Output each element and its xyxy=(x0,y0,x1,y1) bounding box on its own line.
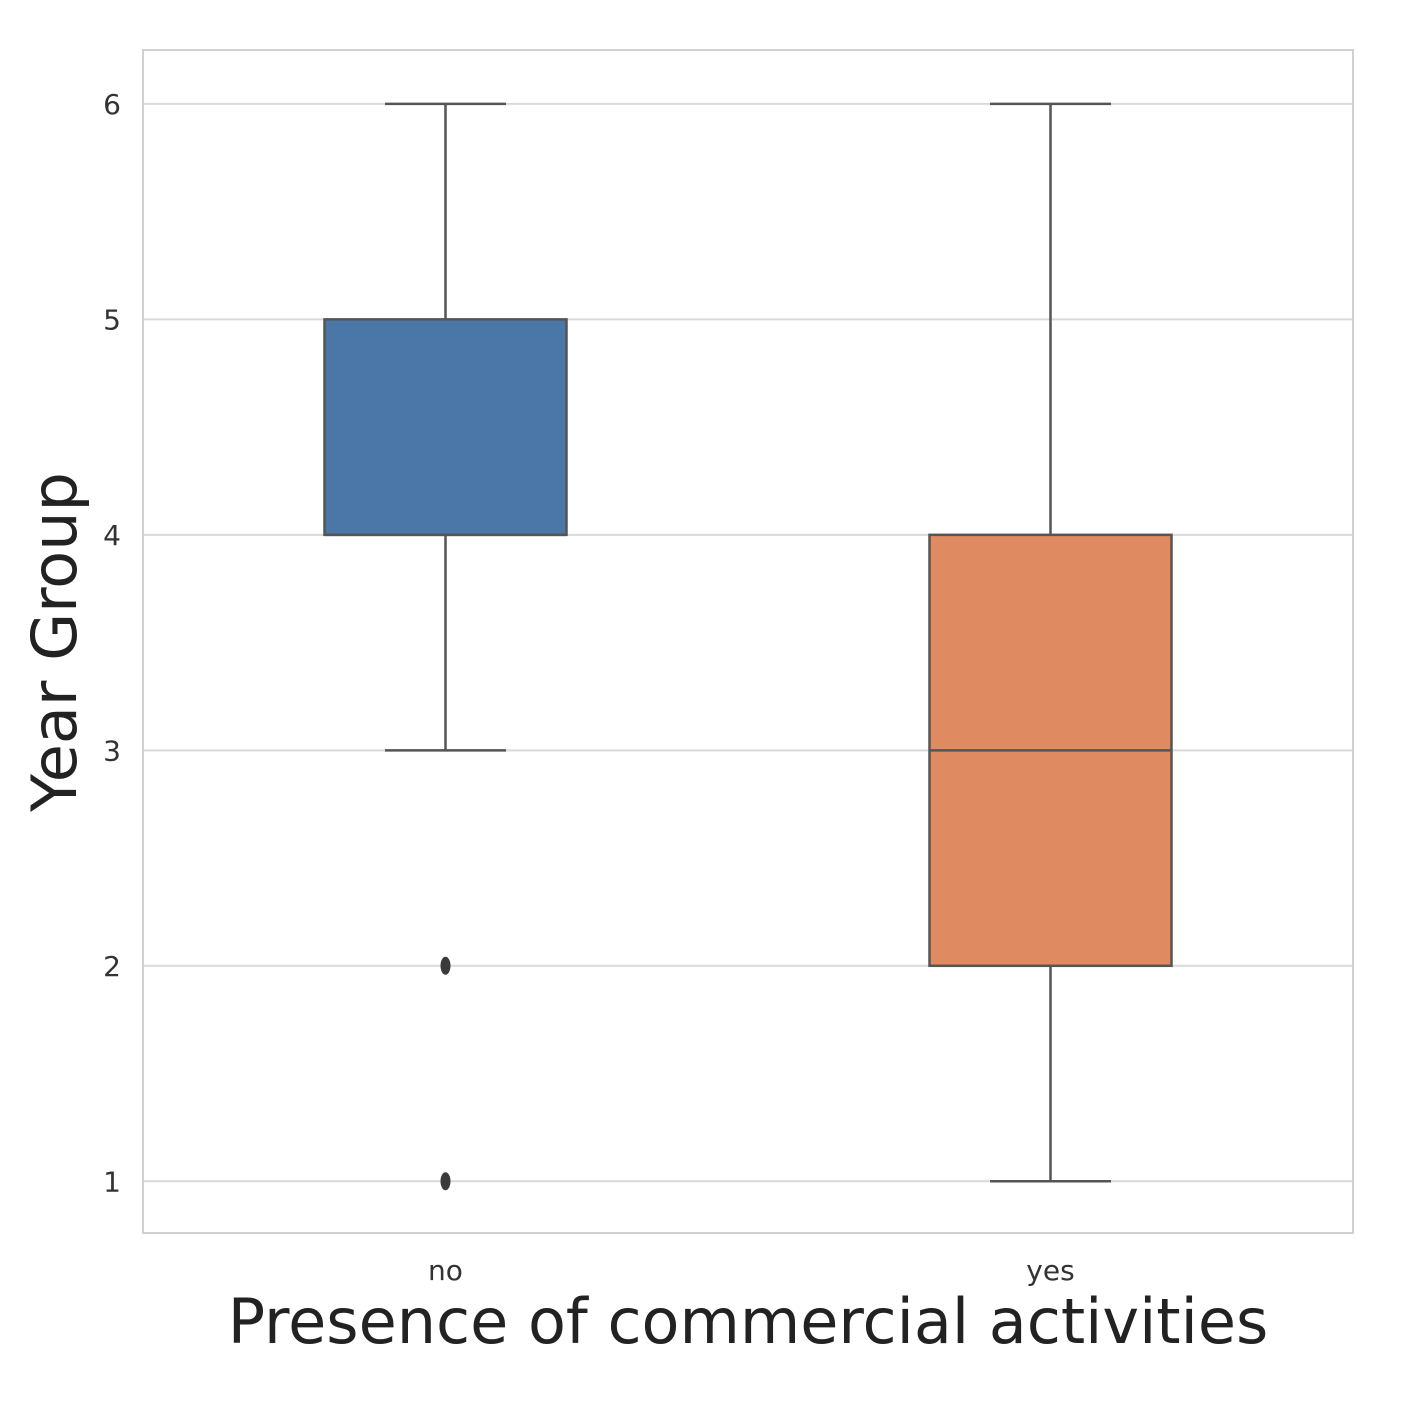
y-axis-title: Year Group xyxy=(18,472,91,813)
outlier-no-1 xyxy=(440,1172,451,1191)
outlier-no-2 xyxy=(440,956,451,975)
plot-frame xyxy=(142,49,1354,1234)
boxes xyxy=(323,102,1173,1191)
x-tick-labels: no yes xyxy=(428,1254,1075,1287)
x-tick-label-yes: yes xyxy=(1026,1254,1074,1287)
box-group-no xyxy=(323,102,568,1191)
x-axis-title: Presence of commercial activities xyxy=(228,1285,1269,1358)
box-no xyxy=(323,318,568,537)
y-tick-label-6: 6 xyxy=(103,88,121,121)
y-tick-label-2: 2 xyxy=(103,950,121,983)
y-tick-labels: 1 2 3 4 5 6 xyxy=(103,88,121,1198)
x-tick-label-no: no xyxy=(428,1254,463,1287)
y-tick-label-1: 1 xyxy=(103,1165,121,1198)
y-tick-label-3: 3 xyxy=(103,734,121,767)
y-tick-label-5: 5 xyxy=(103,303,121,336)
box-group-yes xyxy=(928,102,1173,1183)
y-tick-label-4: 4 xyxy=(103,519,121,552)
